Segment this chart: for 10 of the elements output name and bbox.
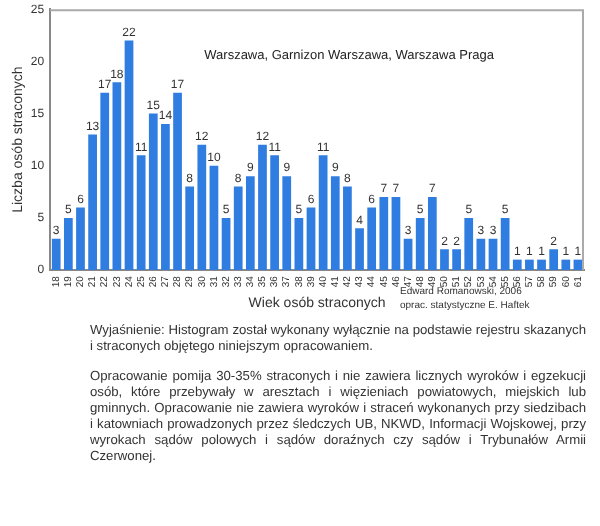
- bar: [112, 82, 122, 271]
- bar: [306, 207, 316, 271]
- bar: [488, 238, 498, 271]
- bar: [221, 217, 231, 271]
- bar: [403, 238, 413, 271]
- bar: [209, 165, 219, 271]
- bar: [391, 197, 401, 271]
- bar: [124, 40, 134, 271]
- bar: [294, 217, 304, 271]
- bar: [476, 238, 486, 271]
